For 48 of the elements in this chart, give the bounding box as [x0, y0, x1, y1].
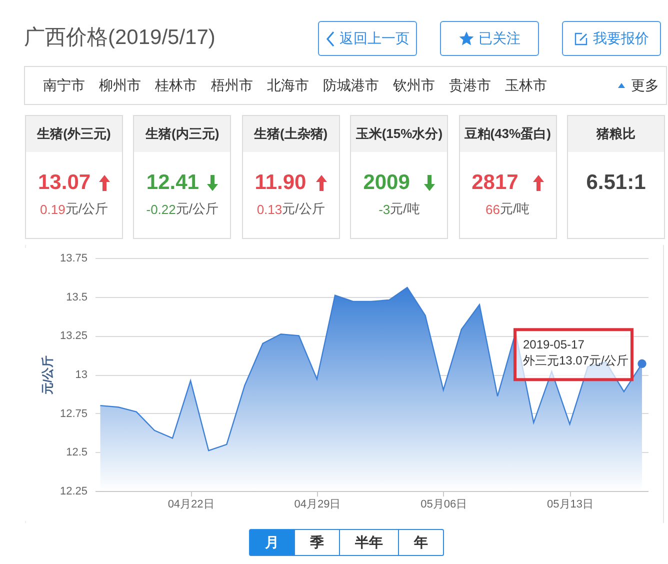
y-tick-label: 13	[75, 369, 88, 381]
y-tick-label: 12.25	[60, 486, 88, 498]
tab[interactable]: 半年	[339, 530, 398, 555]
text: 生猪(外三元)	[26, 116, 122, 152]
x-tick-label: 04月22日	[168, 498, 214, 510]
text: 12.41	[146, 171, 200, 195]
text: 柳州市	[99, 76, 141, 94]
text: 梧州市	[211, 76, 253, 94]
text: 贵港市	[449, 76, 491, 94]
text: 2817	[472, 171, 520, 195]
y-tick-label: 13.5	[66, 291, 88, 304]
text: 0.13元/公斤	[256, 200, 325, 218]
button[interactable]: 返回上一页	[318, 21, 417, 56]
tab[interactable]: 月	[250, 530, 294, 555]
y-axis-title: 元/公斤	[40, 355, 54, 396]
text: 猪粮比	[568, 116, 664, 152]
text: 13.07	[38, 171, 92, 195]
text: 玉林市	[505, 76, 547, 94]
x-tick-label: 05月06日	[420, 498, 468, 510]
text: 6.51:1	[586, 171, 646, 195]
y-tick-label: 13.75	[60, 252, 88, 264]
text: 2009	[363, 171, 411, 195]
annotation: 2019-05-17 外三元13.07元/公斤	[522, 338, 628, 368]
y-tick-label: 12.5	[66, 446, 88, 459]
y-tick-label: 12.75	[60, 408, 88, 420]
y-tick-label: 13.25	[60, 330, 88, 342]
x-tick-label: 04月29日	[294, 498, 341, 510]
text: -3元/吨	[378, 200, 420, 218]
text: 更多	[631, 76, 659, 94]
text: 11.90	[254, 171, 308, 195]
text: 玉米(15%水分)	[351, 116, 448, 152]
text: 北海市	[267, 76, 309, 94]
text: 豆粕(43%蛋白)	[460, 116, 556, 152]
text: 生猪(内三元)	[134, 116, 230, 152]
button[interactable]: 我要报价	[562, 21, 661, 56]
text: 南宁市	[43, 76, 85, 94]
text: 钦州市	[393, 76, 435, 94]
text: 防城港市	[323, 76, 379, 94]
tab[interactable]: 季	[294, 530, 339, 555]
text: 桂林市	[155, 76, 197, 94]
text: 生猪(土杂猪)	[242, 116, 339, 152]
text: 广西价格(2019/5/17)	[24, 25, 216, 51]
tab[interactable]: 年	[398, 530, 443, 555]
text: -0.22元/公斤	[146, 200, 219, 218]
button[interactable]: 已关注	[440, 21, 539, 56]
text: 66元/吨	[486, 200, 530, 218]
text: 0.19元/公斤	[40, 200, 108, 218]
x-tick-label: 05月13日	[547, 498, 594, 510]
